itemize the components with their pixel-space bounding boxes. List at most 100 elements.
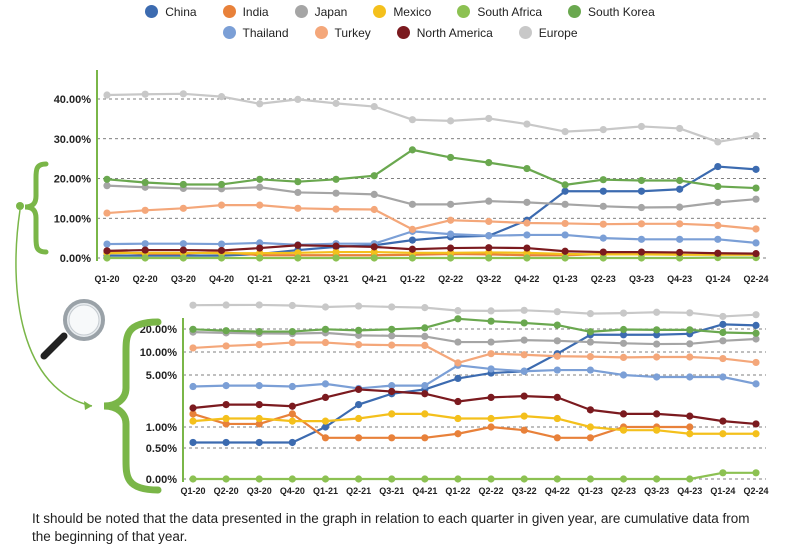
upper-point-north-america <box>256 244 264 252</box>
legend-swatch <box>222 26 236 39</box>
upper-point-south-korea <box>256 175 264 183</box>
lower-point-thailand <box>553 366 561 374</box>
lower-point-mexico <box>553 414 561 423</box>
lower-x-tick-label: Q1-22 <box>445 486 470 496</box>
lower-point-japan <box>354 331 363 339</box>
upper-point-japan <box>637 203 646 212</box>
upper-chart: 0.00% 10.00% 20.00% 30.00% 40.00% Q1-20 Q2-20 Q… <box>54 70 769 284</box>
lower-point-mexico <box>255 414 263 423</box>
lower-point-south-korea <box>586 328 595 336</box>
upper-point-europe <box>217 93 226 101</box>
lower-y-tick-label: 5.00% <box>146 370 177 382</box>
lower-point-south-africa <box>487 475 495 483</box>
upper-x-tick-label: Q2-24 <box>743 274 768 284</box>
upper-point-thailand <box>141 240 149 248</box>
lower-point-europe <box>288 301 296 310</box>
lower-point-south-korea <box>752 329 760 337</box>
lower-point-india <box>388 434 396 442</box>
lower-point-south-africa <box>321 475 330 483</box>
lower-y-tick-label: 10.00% <box>140 347 178 359</box>
upper-point-thailand <box>446 230 455 238</box>
legend-swatch <box>373 5 387 18</box>
lower-point-europe <box>653 308 661 316</box>
lower-point-south-africa <box>719 469 727 477</box>
upper-point-turkey <box>217 201 226 209</box>
upper-line-europe <box>106 92 757 144</box>
lower-point-europe <box>520 306 528 314</box>
upper-x-tick-label: Q4-23 <box>667 274 692 284</box>
lower-point-thailand <box>586 366 595 374</box>
upper-point-turkey <box>103 209 111 217</box>
legend-item-north-america: North America <box>396 25 493 40</box>
upper-point-europe <box>103 91 111 99</box>
lower-point-turkey <box>586 353 595 361</box>
lower-point-japan <box>619 339 628 347</box>
upper-point-south-korea <box>676 176 684 185</box>
legend-swatch <box>222 5 236 18</box>
upper-point-south-korea <box>637 176 646 185</box>
lower-point-mexico <box>719 430 727 438</box>
upper-point-china <box>676 185 684 193</box>
lower-point-india <box>421 434 429 442</box>
lower-point-turkey <box>520 351 528 359</box>
lower-x-tick-label: Q1-24 <box>710 486 735 496</box>
lower-point-japan <box>586 338 595 346</box>
lower-point-europe <box>686 309 694 317</box>
upper-point-turkey <box>446 216 455 224</box>
upper-point-south-korea <box>408 146 417 154</box>
lower-y-tick-label: 0.50% <box>146 443 177 455</box>
lower-x-tick-label: Q3-23 <box>644 486 669 496</box>
upper-point-europe <box>599 126 607 134</box>
upper-point-turkey <box>179 204 187 212</box>
upper-point-north-america <box>294 241 302 249</box>
lower-point-japan <box>388 332 396 340</box>
upper-point-europe <box>523 120 531 128</box>
lower-point-north-america <box>586 406 595 414</box>
lower-point-south-korea <box>255 327 263 336</box>
legend-item-japan: Japan <box>294 4 347 19</box>
lower-point-north-america <box>388 387 396 396</box>
footnote: It should be noted that the data present… <box>32 511 750 544</box>
upper-point-north-america <box>637 248 646 256</box>
upper-point-turkey <box>599 220 607 228</box>
upper-point-thailand <box>485 232 493 240</box>
lower-point-south-africa <box>189 475 197 483</box>
upper-point-south-africa <box>256 254 264 262</box>
upper-point-mexico <box>332 248 340 256</box>
lower-point-india <box>255 420 263 428</box>
lower-point-mexico <box>421 410 429 418</box>
lower-point-south-korea <box>487 317 495 325</box>
lower-point-north-america <box>553 393 561 401</box>
upper-point-turkey <box>370 205 378 214</box>
upper-x-tick-label: Q2-23 <box>591 274 616 284</box>
lower-point-mexico <box>586 423 595 431</box>
lower-x-tick-label: Q2-21 <box>346 486 371 496</box>
legend-item-china: China <box>145 4 197 19</box>
upper-point-china <box>752 165 760 173</box>
lower-point-turkey <box>719 354 727 363</box>
upper-y-tick-label: 0.00% <box>60 253 91 265</box>
upper-point-japan <box>752 195 760 203</box>
legend-label: Turkey <box>334 25 371 40</box>
lower-point-mexico <box>354 414 363 423</box>
upper-point-china <box>408 236 417 244</box>
upper-x-tick-label: Q2-20 <box>133 274 158 284</box>
lower-point-north-america <box>288 402 296 410</box>
lower-point-south-korea <box>454 315 462 323</box>
upper-point-europe <box>561 127 569 136</box>
upper-point-north-america <box>676 248 684 257</box>
lower-point-thailand <box>487 365 495 373</box>
lower-point-japan <box>487 338 495 346</box>
upper-point-japan <box>446 200 455 208</box>
lower-point-thailand <box>321 380 330 388</box>
lower-point-japan <box>686 340 694 348</box>
legend-item-india: India <box>222 4 269 19</box>
lower-point-europe <box>354 302 363 310</box>
upper-point-europe <box>676 124 684 133</box>
lower-point-turkey <box>487 350 495 358</box>
lower-point-north-america <box>520 392 528 400</box>
lower-point-india <box>354 434 363 442</box>
lower-point-north-america <box>719 417 727 425</box>
lower-x-tick-label: Q2-20 <box>214 486 239 496</box>
